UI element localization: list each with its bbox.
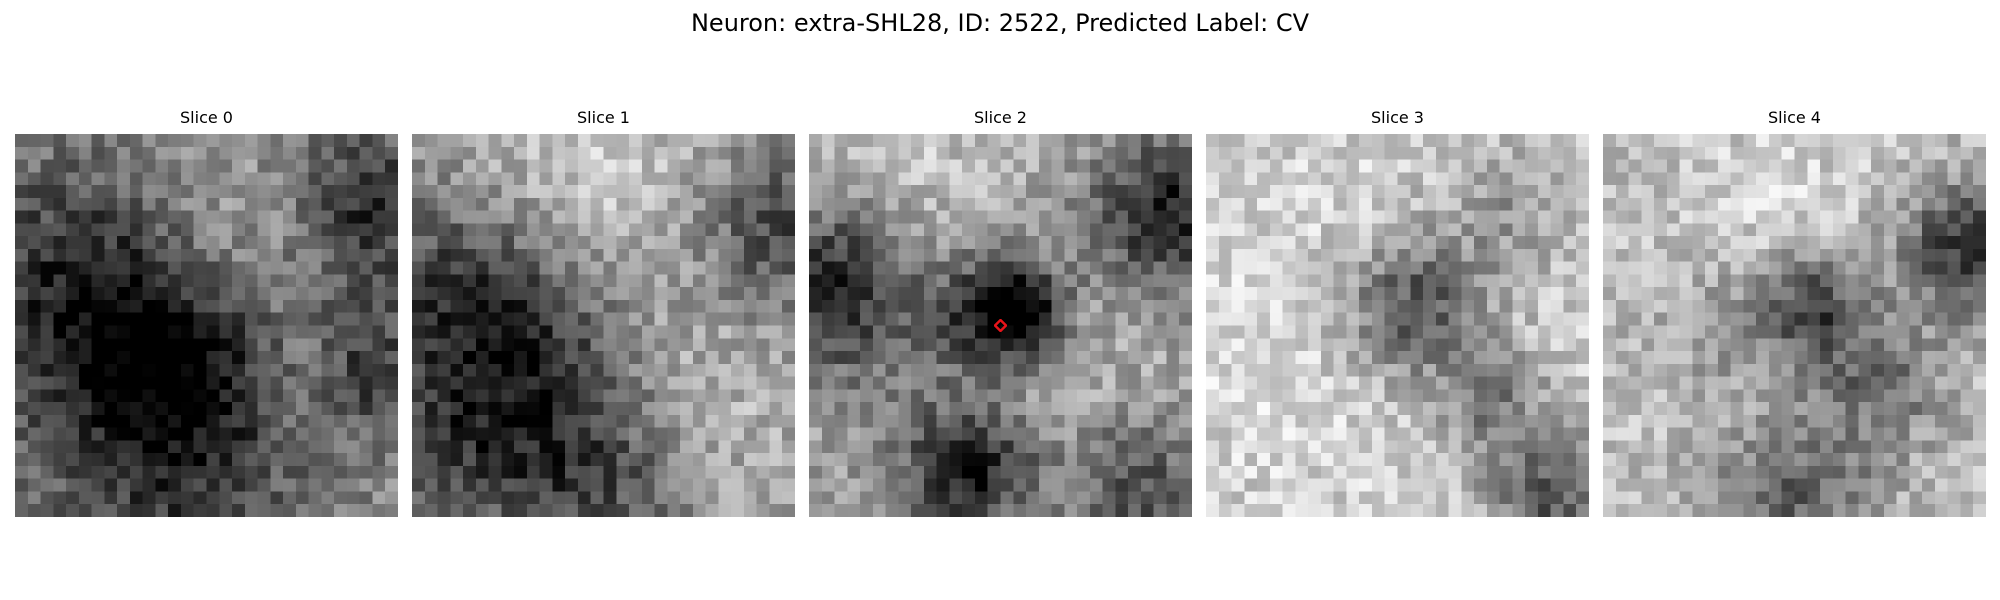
slice-image	[1206, 134, 1589, 517]
slice-title: Slice 0	[180, 108, 233, 127]
slice-panel-3: Slice 3	[1206, 108, 1589, 517]
slice-image	[15, 134, 398, 517]
slice-title: Slice 4	[1768, 108, 1821, 127]
slice-panel-2: Slice 2	[809, 108, 1192, 517]
slice-title: Slice 1	[577, 108, 630, 127]
slice-panel-0: Slice 0	[15, 108, 398, 517]
slice-panel-4: Slice 4	[1603, 108, 1986, 517]
slice-title: Slice 2	[974, 108, 1027, 127]
figure-title: Neuron: extra-SHL28, ID: 2522, Predicted…	[690, 9, 1310, 37]
slice-image	[412, 134, 795, 517]
slice-image	[809, 134, 1192, 517]
slice-image	[1603, 134, 1986, 517]
slice-title: Slice 3	[1371, 108, 1424, 127]
slice-panel-1: Slice 1	[412, 108, 795, 517]
